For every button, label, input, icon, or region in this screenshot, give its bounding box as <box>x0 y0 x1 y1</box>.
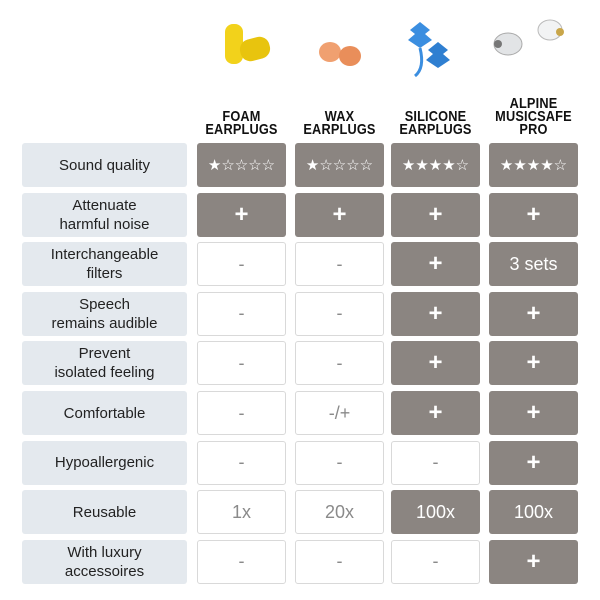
table-cell: + <box>489 291 578 336</box>
table-cell: + <box>489 391 578 435</box>
table-cell: 100x <box>489 490 578 535</box>
table-cell: + <box>489 341 578 386</box>
table-cell: + <box>391 192 480 237</box>
table-cell: - <box>197 539 286 584</box>
table-cell: - <box>197 242 286 287</box>
table-cell: + <box>295 192 384 237</box>
row-label: Speech remains audible <box>22 291 187 336</box>
table-cell: - <box>197 341 286 386</box>
silicone-earplugs-image <box>408 22 450 78</box>
column-header: FOAM EARPLUGS <box>205 108 278 138</box>
foam-earplugs-image <box>225 24 271 64</box>
row-label: Hypoallergenic <box>22 440 187 485</box>
table-cell: - <box>295 341 384 386</box>
table-cell: ★☆☆☆☆ <box>197 143 286 187</box>
table-cell: 1x <box>197 490 286 535</box>
row-label: Prevent isolated feeling <box>22 341 187 386</box>
alpine-earplugs-image <box>493 19 564 56</box>
table-cell: + <box>391 291 480 336</box>
table-cell: -/+ <box>295 391 384 435</box>
table-cell: + <box>391 341 480 386</box>
column-header: WAX EARPLUGS <box>303 108 376 138</box>
table-cell: + <box>489 440 578 485</box>
table-cell: + <box>489 539 578 584</box>
table-cell: - <box>197 291 286 336</box>
table-cell: ★★★★☆ <box>391 143 480 187</box>
wax-earplugs-image <box>319 42 361 66</box>
table-cell: - <box>295 539 384 584</box>
table-cell: + <box>489 192 578 237</box>
row-label: Attenuate harmful noise <box>22 192 187 237</box>
row-label: With luxury accessoires <box>22 539 187 584</box>
table-cell: 3 sets <box>489 242 578 287</box>
row-label: Comfortable <box>22 391 187 435</box>
table-cell: - <box>295 440 384 485</box>
column-header: ALPINE MUSICSAFE PRO <box>495 95 572 138</box>
table-cell: - <box>197 440 286 485</box>
table-cell: - <box>391 539 480 584</box>
row-label: Sound quality <box>22 143 187 187</box>
table-cell: + <box>391 391 480 435</box>
table-cell: + <box>197 192 286 237</box>
row-label: Interchangeable filters <box>22 242 187 287</box>
product-images <box>225 19 564 78</box>
table-cell: - <box>197 391 286 435</box>
column-header: SILICONE EARPLUGS <box>399 108 472 138</box>
table-cell: - <box>391 440 480 485</box>
table-cell: 20x <box>295 490 384 535</box>
table-cell: ★☆☆☆☆ <box>295 143 384 187</box>
table-cell: - <box>295 291 384 336</box>
row-label: Reusable <box>22 490 187 535</box>
table-cell: 100x <box>391 490 480 535</box>
table-cell: - <box>295 242 384 287</box>
table-cell: ★★★★☆ <box>489 143 578 187</box>
table-cell: + <box>391 242 480 287</box>
